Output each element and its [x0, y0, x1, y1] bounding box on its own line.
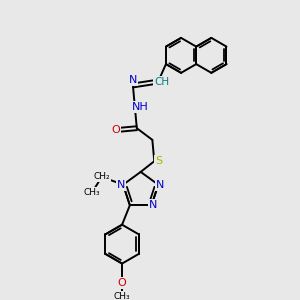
Text: CH₂: CH₂ — [94, 172, 110, 182]
Text: N: N — [149, 200, 158, 210]
Text: N: N — [156, 180, 164, 190]
Text: CH₃: CH₃ — [114, 292, 130, 300]
Text: O: O — [111, 125, 120, 135]
Text: S: S — [156, 156, 163, 166]
Text: N: N — [129, 75, 137, 85]
Text: N: N — [117, 180, 125, 190]
Text: O: O — [118, 278, 126, 288]
Text: CH: CH — [154, 76, 169, 87]
Text: NH: NH — [132, 102, 149, 112]
Text: CH₃: CH₃ — [84, 188, 100, 197]
